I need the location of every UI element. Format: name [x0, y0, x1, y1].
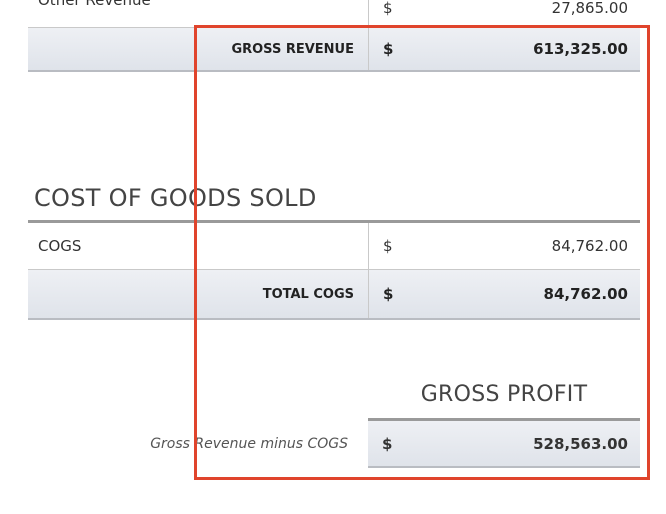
amount: 84,762.00	[543, 285, 628, 303]
amount: 84,762.00	[551, 237, 628, 255]
gross-revenue-row: GROSS REVENUE $ 613,325.00	[28, 28, 640, 72]
currency: $	[368, 0, 418, 27]
note: Gross Revenue minus COGS	[150, 436, 348, 452]
cogs-row: COGS $ 84,762.00	[28, 220, 640, 270]
row-label: COGS	[38, 237, 82, 255]
highlight-box	[194, 25, 650, 480]
amount: 27,865.00	[551, 0, 628, 17]
currency: $	[368, 28, 418, 70]
section-title: GROSS PROFIT	[420, 382, 588, 407]
total-cogs-row: TOTAL COGS $ 84,762.00	[28, 270, 640, 320]
amount: 613,325.00	[533, 40, 628, 58]
amount: 528,563.00	[533, 434, 628, 453]
other-revenue-row: Other Revenue $ 27,865.00	[28, 0, 640, 28]
currency: $	[382, 434, 393, 453]
row-label: TOTAL COGS	[262, 286, 354, 302]
row-label: Other Revenue	[38, 0, 151, 9]
row-label: GROSS REVENUE	[231, 41, 354, 57]
currency: $	[368, 270, 418, 318]
gross-profit-row: $ 528,563.00	[368, 418, 640, 468]
currency: $	[368, 223, 418, 269]
section-title: COST OF GOODS SOLD	[34, 184, 317, 212]
